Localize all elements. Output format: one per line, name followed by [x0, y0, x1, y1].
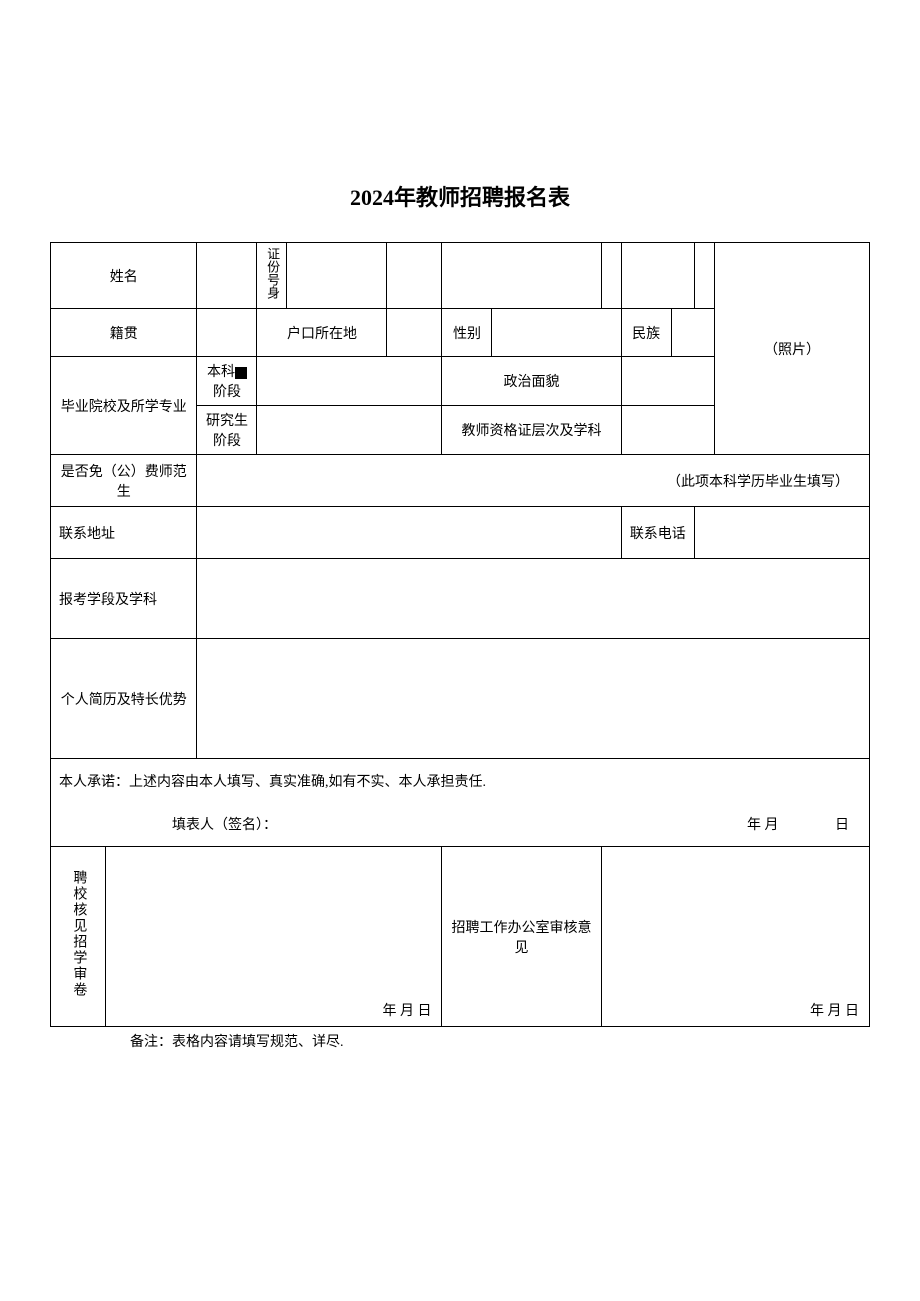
field-id-seg5[interactable]: [621, 243, 694, 309]
field-signer[interactable]: [287, 803, 715, 847]
label-school-opinion: 聘校核见招学审卷: [51, 847, 106, 1027]
label-political: 政治面貌: [442, 357, 621, 406]
field-political[interactable]: [621, 357, 714, 406]
field-exam-subject[interactable]: [197, 559, 870, 639]
label-name: 姓名: [51, 243, 197, 309]
field-native-place[interactable]: [197, 309, 257, 357]
field-teacher-cert[interactable]: [621, 406, 714, 455]
field-ethnicity[interactable]: [671, 309, 714, 357]
label-signer: 填表人（签名）：: [51, 803, 287, 847]
label-phone: 联系电话: [621, 507, 694, 559]
label-office-opinion: 招聘工作办公室审核意见: [442, 847, 601, 1027]
label-resume: 个人简历及特长优势: [51, 639, 197, 759]
field-phone[interactable]: [695, 507, 870, 559]
field-office-opinion[interactable]: 年 月 日: [601, 847, 869, 1027]
field-graduate[interactable]: [257, 406, 442, 455]
label-teacher-cert: 教师资格证层次及学科: [442, 406, 621, 455]
label-native-place: 籍贯: [51, 309, 197, 357]
label-date-d: 日: [785, 803, 870, 847]
label-gender: 性别: [442, 309, 492, 357]
label-school-major: 毕业院校及所学专业: [51, 357, 197, 455]
field-gender[interactable]: [492, 309, 621, 357]
photo-area: （照片）: [715, 243, 870, 455]
label-address: 联系地址: [51, 507, 197, 559]
label-undergrad: 本科阶段: [197, 357, 257, 406]
field-id-seg6[interactable]: [695, 243, 715, 309]
field-id-seg2[interactable]: [387, 243, 442, 309]
label-graduate: 研究生阶段: [197, 406, 257, 455]
black-square-icon: [235, 367, 247, 379]
application-form-table: 姓名 证份号身 （照片） 籍贯 户口所在地 性别 民族 毕业院校及所学专业 本科…: [50, 242, 870, 1027]
field-id-seg3[interactable]: [442, 243, 601, 309]
label-exam-subject: 报考学段及学科: [51, 559, 197, 639]
field-free-normal[interactable]: （此项本科学历毕业生填写）: [197, 455, 870, 507]
field-hukou[interactable]: [387, 309, 442, 357]
field-id-seg4[interactable]: [601, 243, 621, 309]
label-ethnicity: 民族: [621, 309, 671, 357]
label-hukou: 户口所在地: [257, 309, 387, 357]
field-id-seg1[interactable]: [287, 243, 387, 309]
label-free-normal: 是否免（公）费师范生: [51, 455, 197, 507]
field-name[interactable]: [197, 243, 257, 309]
field-address[interactable]: [197, 507, 621, 559]
label-id-number: 证份号身: [257, 243, 287, 309]
field-school-opinion[interactable]: 年 月 日: [106, 847, 442, 1027]
field-undergrad[interactable]: [257, 357, 442, 406]
form-note: 备注：表格内容请填写规范、详尽.: [130, 1031, 870, 1051]
field-resume[interactable]: [197, 639, 870, 759]
promise-text: 本人承诺：上述内容由本人填写、真实准确,如有不实、本人承担责任.: [51, 759, 870, 803]
label-date-ym: 年 月: [715, 803, 785, 847]
form-title: 2024年教师招聘报名表: [50, 180, 870, 212]
